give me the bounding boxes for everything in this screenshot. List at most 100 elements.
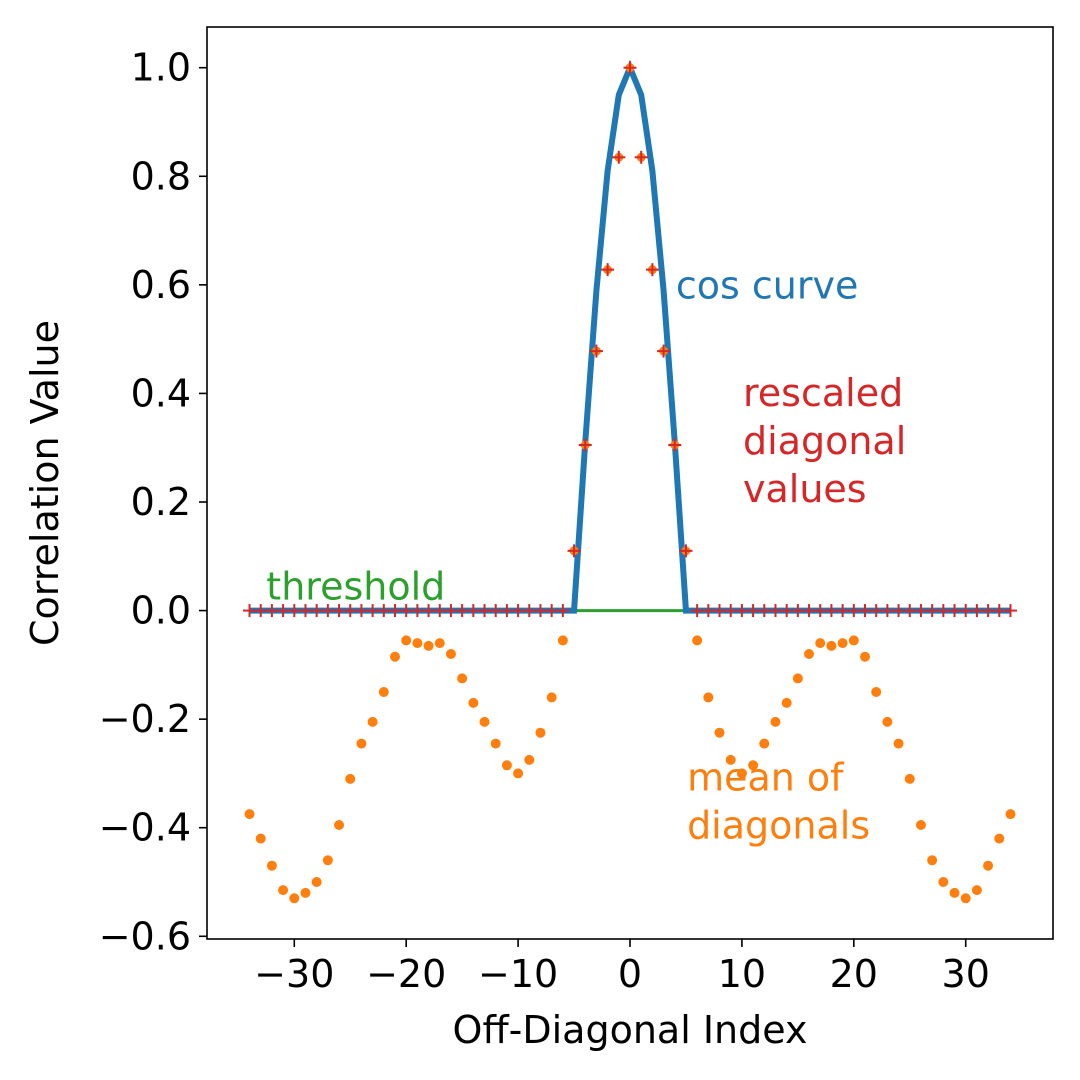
mean-diagonal-point [367,716,378,727]
mean-diagonal-point [278,885,289,896]
rescaled-diagonal-point [657,344,671,358]
rescaled-diagonal-point [545,604,559,618]
mean-diagonal-point [960,893,971,904]
mean-diagonal-point [994,833,1005,844]
annotation-text: values [743,467,867,511]
mean-diagonal-point [759,738,770,749]
mean-diagonal-point [244,809,255,820]
mean-diagonal-point [770,716,781,727]
mean-diagonal-point [915,820,926,830]
mean-diagonal-point [546,692,557,703]
mean-diagonal-point [781,697,792,708]
y-tick-label: 0.6 [131,263,191,307]
rescaled-diagonal-point [466,604,480,618]
mean-diagonal-point [255,833,266,844]
rescaled-diagonal-point [679,544,693,558]
rescaled-diagonal-point [780,604,794,618]
mean-diagonal-point [311,877,322,887]
rescaled-diagonal-point [612,150,626,164]
mean-diagonal-point [804,649,815,659]
y-tick-label: −0.2 [99,697,191,741]
rescaled-diagonal-point [690,604,704,618]
plot-content [243,59,1017,904]
rescaled-diagonal-point [746,604,760,618]
mean-diagonal-point [837,638,848,649]
rescaled-diagonal-point [892,604,906,618]
rescaled-diagonal-point [645,263,659,277]
mean-diagonal-point [971,885,982,896]
y-tick-label: 0.0 [131,589,191,633]
x-tick-label: 10 [718,952,766,996]
mean-diagonal-point [412,638,423,649]
rescaled-diagonal-point [925,604,939,618]
rescaled-diagonal-point [455,604,469,618]
rescaled-diagonal-point [388,604,402,618]
rescaled-diagonal-point [836,604,850,618]
y-tick-label: 0.8 [131,154,191,198]
mean-diagonal-point [266,860,277,871]
rescaled-diagonal-point [813,604,827,618]
rescaled-diagonal-point [724,604,738,618]
y-tick-label: −0.6 [99,914,191,958]
annotation-text: cos curve [676,263,859,307]
x-tick-label: −30 [254,952,334,996]
mean-diagonal-point [938,877,949,887]
y-axis-title: Correlation Value [23,320,67,646]
mean-diagonal-point [748,760,759,771]
x-tick-label: 30 [942,952,990,996]
mean-diagonal-point [524,754,535,765]
rescaled-diagonal-point [847,604,861,618]
mean-diagonal-point [535,727,546,738]
annotation-text: threshold [266,565,445,609]
y-tick-label: 0.4 [131,371,191,415]
annotation-text: rescaled [743,371,903,415]
rescaled-diagonal-point [992,604,1006,618]
annotation-text: diagonals [687,804,870,848]
rescaled-diagonal-point [500,604,514,618]
rescaled-diagonal-point [802,604,816,618]
mean-diagonal-point [882,716,893,727]
rescaled-diagonal-point [1003,604,1017,618]
rescaled-diagonal-point [478,604,492,618]
rescaled-diagonal-point [701,604,715,618]
x-axis: −30 −20 −10 0 10 20 30 [254,939,990,996]
mean-diagonal-point [334,820,345,830]
rescaled-diagonal-point [970,604,984,618]
rescaled-diagonal-point [287,604,301,618]
mean-diagonal-point [1005,809,1016,820]
rescaled-diagonal-point [936,604,950,618]
rescaled-diagonal-point [276,604,290,618]
mean-diagonal-point [714,727,725,738]
rescaled-diagonal-point [366,604,380,618]
y-tick-label: 0.2 [131,480,191,524]
mean-diagonal-point [725,754,736,765]
rescaled-diagonal-point [332,604,346,618]
rescaled-diagonal-point [422,604,436,618]
mean-diagonal-point [423,640,434,651]
rescaled-diagonal-point [254,604,268,618]
rescaled-diagonal-point [511,604,525,618]
rescaled-diagonal-point [757,604,771,618]
mean-diagonal-point [457,673,468,684]
mean-diagonal-point [300,887,311,898]
rescaled-diagonal-point [533,604,547,618]
rescaled-diagonal-point [343,604,357,618]
mean-diagonal-point [289,893,300,904]
mean-diagonal-point [736,768,747,779]
rescaled-diagonal-point [556,604,570,618]
y-tick-label: −0.4 [99,806,191,850]
rescaled-diagonal-point [298,604,312,618]
rescaled-diagonal-point [634,150,648,164]
rescaled-diagonal-point [668,438,682,452]
x-tick-label: 0 [618,952,642,996]
mean-diagonal-point [949,887,960,898]
annotation-text: diagonal [743,419,906,463]
mean-diagonal-point [983,860,994,871]
rescaled-diagonal-point [768,604,782,618]
rescaled-diagonal-point [880,604,894,618]
rescaled-diagonal-point [321,604,335,618]
rescaled-diagonal-point [433,604,447,618]
mean-diagonal-point [703,692,714,703]
mean-diagonal-point [479,716,490,727]
